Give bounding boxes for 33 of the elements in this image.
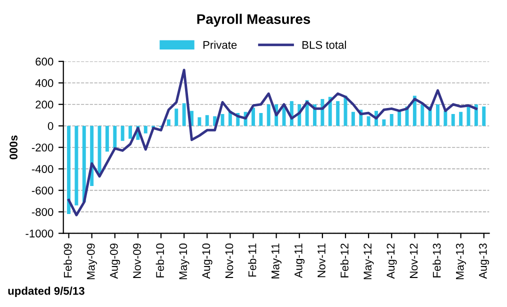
- x-tick-label: May-10: [179, 243, 190, 280]
- x-tick-label: Aug-10: [202, 243, 212, 279]
- x-tick-label: Nov-12: [410, 244, 418, 278]
- x-tick-label: Feb-13: [432, 244, 441, 278]
- y-tick-label: -600: [32, 186, 54, 194]
- y-tick-label: 0: [48, 122, 54, 130]
- y-tick-label: 600: [36, 58, 54, 66]
- y-tick-label: 400: [35, 79, 54, 88]
- x-tick-label: Feb-10: [156, 243, 164, 278]
- x-tick-label: Nov-10: [225, 243, 234, 278]
- x-tick-label: May-11: [272, 244, 282, 278]
- x-tick-label: Aug-09: [110, 244, 120, 279]
- y-tick-label: -400: [32, 165, 54, 173]
- x-tick-label: Nov-11: [318, 244, 326, 278]
- x-tick-label: Feb-09: [64, 244, 72, 278]
- x-tick-label: May-12: [364, 244, 374, 280]
- x-tick-label: Aug-13: [478, 244, 490, 279]
- legend-label: Private: [203, 40, 237, 49]
- text: updated 9/5/13: [8, 286, 84, 298]
- y-tick-label: -200: [32, 144, 54, 152]
- x-tick-label: Feb-11: [248, 244, 256, 277]
- y-tick-label: -1000: [26, 230, 54, 238]
- y-tick-label: 200: [36, 100, 54, 109]
- x-tick-label: May-13: [456, 244, 466, 280]
- y-axis-title: 000s: [10, 135, 18, 160]
- x-tick-label: Nov-09: [133, 244, 141, 278]
- chart-title: Payroll Measures: [197, 14, 310, 27]
- x-tick-label: Aug-12: [386, 244, 397, 279]
- x-tick-label: Aug-11: [294, 244, 305, 278]
- legend-label: BLS total: [302, 40, 346, 49]
- x-tick-label: Feb-12: [340, 244, 348, 278]
- x-tick-label: May-09: [86, 244, 97, 280]
- y-tick-label: -800: [32, 208, 54, 216]
